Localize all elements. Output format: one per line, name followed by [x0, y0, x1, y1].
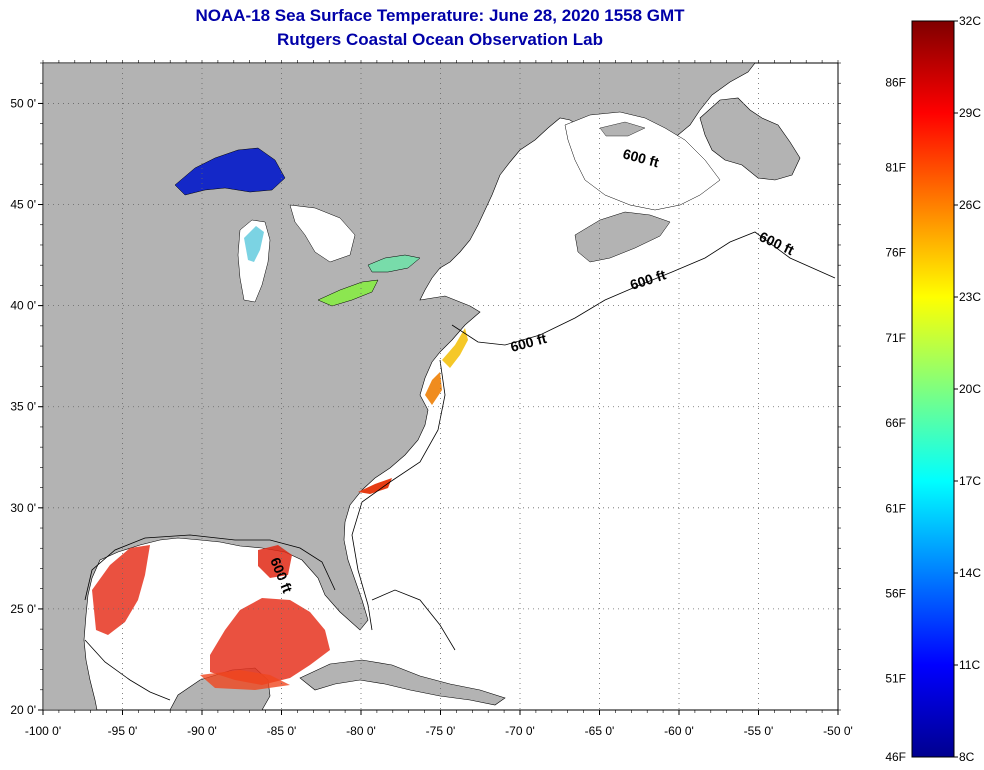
sst-carolina	[358, 478, 392, 494]
land-north-america	[43, 63, 756, 710]
colorbar-fahrenheit-label: 51F	[885, 672, 906, 686]
lake-michigan-sst	[244, 226, 264, 262]
land-nova-scotia	[574, 211, 671, 263]
latitude-axis: 50 0' 45 0' 40 0' 35 0' 30 0' 25 0' 20 0'	[10, 62, 841, 717]
colorbar-fahrenheit-label: 66F	[885, 416, 906, 430]
lat-tick-label: 25 0'	[10, 602, 36, 616]
lake-superior	[174, 147, 286, 196]
colorbar-fahrenheit-label: 81F	[885, 161, 906, 175]
sst-gulf-east	[210, 598, 330, 685]
colorbar-fahrenheit-label: 76F	[885, 246, 906, 260]
colorbar-fahrenheit-label: 61F	[885, 501, 906, 515]
colorbar-celsius-label: 14C	[959, 566, 981, 580]
colorbar-fahrenheit-labels: 86F 81F 76F 71F 66F 61F 56F 51F 46F	[885, 75, 906, 764]
colorbar-celsius-label: 32C	[959, 14, 981, 28]
colorbar-celsius-labels: 32C 29C 26C 23C 20C 17C 14C 11C 8C	[954, 14, 981, 764]
map-subtitle: Rutgers Coastal Ocean Observation Lab	[277, 30, 603, 49]
colorbar-celsius-label: 29C	[959, 106, 981, 120]
map-title: NOAA-18 Sea Surface Temperature: June 28…	[195, 6, 685, 25]
land-anticosti	[599, 121, 646, 137]
lon-tick-label: -60 0'	[664, 724, 694, 738]
land-cuba	[299, 659, 506, 706]
colorbar-celsius-label: 23C	[959, 290, 981, 304]
colorbar-fahrenheit-label: 71F	[885, 331, 906, 345]
colorbar-celsius-label: 26C	[959, 198, 981, 212]
lake-ontario	[367, 254, 421, 273]
lon-tick-label: -90 0'	[187, 724, 217, 738]
colorbar-celsius-label: 20C	[959, 382, 981, 396]
lat-tick-label: 50 0'	[10, 96, 36, 110]
lon-tick-label: -85 0'	[267, 724, 297, 738]
lon-tick-label: -100 0'	[25, 724, 61, 738]
colorbar	[911, 20, 955, 758]
lat-tick-label: 35 0'	[10, 400, 36, 414]
isobath-lines	[84, 231, 836, 701]
land-newfoundland	[699, 97, 801, 181]
lake-erie	[317, 279, 379, 307]
lat-tick-label: 20 0'	[10, 703, 36, 717]
sst-new-jersey	[442, 328, 468, 368]
colorbar-celsius-label: 8C	[959, 750, 975, 764]
lat-tick-label: 30 0'	[10, 501, 36, 515]
lat-tick-label: 45 0'	[10, 198, 36, 212]
water-st-lawrence	[564, 111, 721, 211]
lon-tick-label: -50 0'	[823, 724, 853, 738]
lon-tick-label: -70 0'	[505, 724, 535, 738]
sst-chesapeake	[425, 372, 442, 405]
lat-tick-label: 40 0'	[10, 299, 36, 313]
sst-gulf-patch	[200, 670, 290, 690]
lon-tick-label: -80 0'	[346, 724, 376, 738]
colorbar-celsius-label: 11C	[959, 658, 980, 672]
lon-tick-label: -95 0'	[108, 724, 138, 738]
colorbar-celsius-label: 17C	[959, 474, 981, 488]
lon-tick-label: -65 0'	[585, 724, 615, 738]
sst-gulf-west	[92, 545, 150, 635]
colorbar-fahrenheit-label: 86F	[885, 75, 906, 89]
sst-gulf-north	[258, 545, 292, 578]
lake-huron	[289, 204, 356, 263]
lon-tick-label: -55 0'	[744, 724, 774, 738]
colorbar-fahrenheit-label: 46F	[885, 750, 906, 764]
colorbar-fahrenheit-label: 56F	[885, 586, 906, 600]
longitude-axis: -100 0' -95 0' -90 0' -85 0' -80 0' -75 0' -70…	[25, 60, 853, 738]
lon-tick-label: -75 0'	[426, 724, 456, 738]
